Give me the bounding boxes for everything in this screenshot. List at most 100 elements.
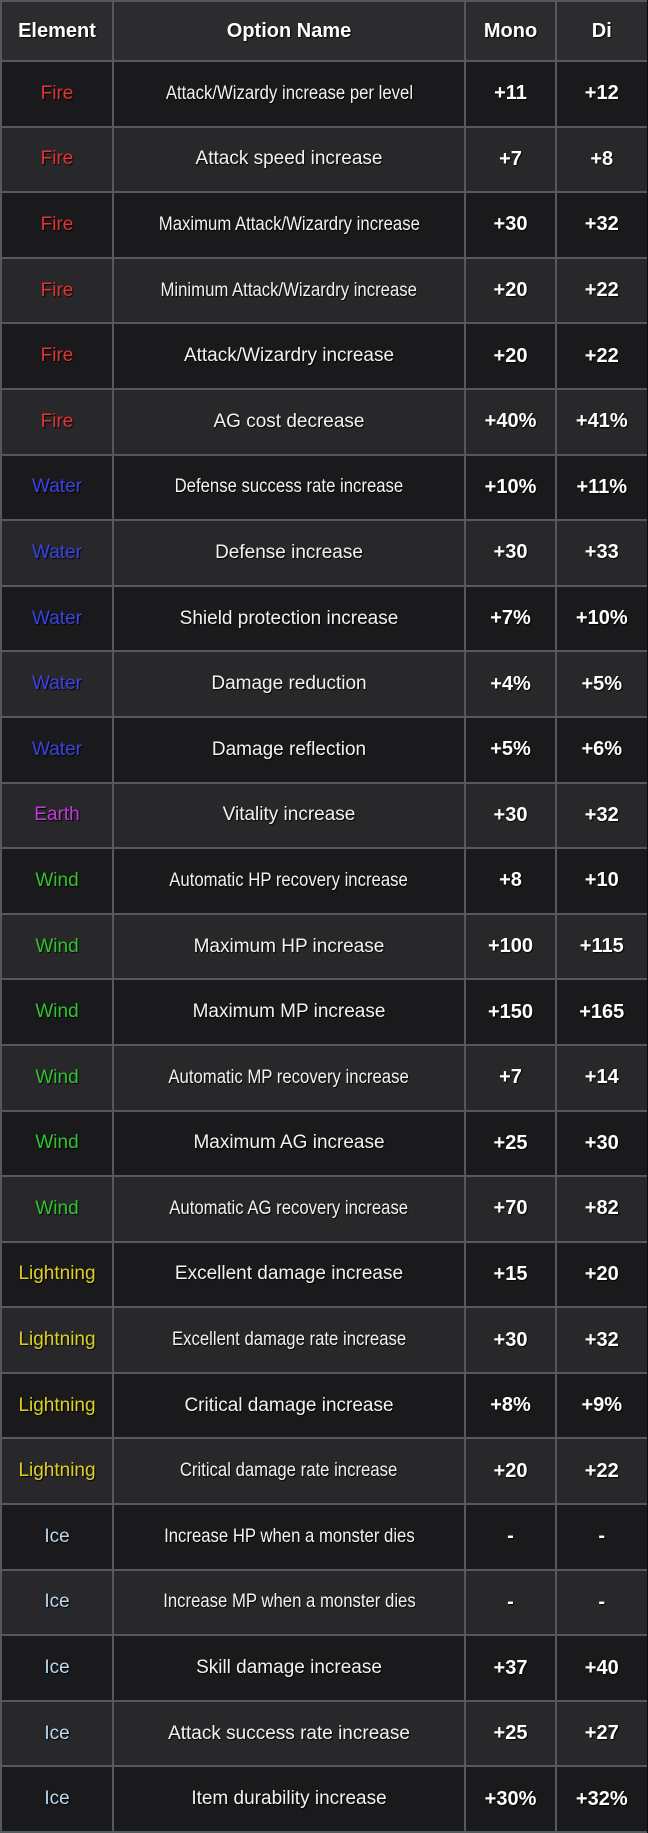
- option-name-cell-text: Attack/Wizardry increase: [183, 345, 395, 367]
- mono-value-cell: +30%: [464, 1765, 557, 1833]
- di-value-cell: +20: [555, 1240, 648, 1309]
- di-value-cell: +11%: [555, 453, 648, 522]
- table-row: Earth Vitality increase +30 +32: [0, 781, 648, 850]
- di-value-cell: +32: [555, 191, 648, 259]
- option-name-cell-text: Maximum MP increase: [192, 1001, 386, 1023]
- di-value-cell-text: +32: [584, 803, 619, 826]
- di-value-cell-text: +22: [584, 279, 619, 302]
- option-name-cell: Vitality increase: [112, 781, 466, 850]
- table-row: Fire Attack/Wizardy increase per level +11…: [0, 60, 648, 128]
- element-cell: Ice: [0, 1568, 114, 1637]
- element-cell-text: Ice: [44, 1657, 70, 1679]
- option-name-cell: Shield protection increase: [112, 584, 466, 653]
- mono-value-cell-text: +25: [493, 1722, 528, 1745]
- mono-value-cell: +7: [464, 1043, 557, 1112]
- element-cell-text: Lightning: [18, 1394, 96, 1416]
- di-value-cell: +40: [555, 1634, 648, 1702]
- element-cell-text: Fire: [40, 213, 74, 235]
- di-value-cell-text: +40: [584, 1656, 619, 1679]
- option-name-cell-text: Attack success rate increase: [168, 1722, 410, 1744]
- header-row: Element Option Name Mono Di: [0, 0, 648, 62]
- option-name-cell-text: Defense success rate increase: [174, 476, 404, 498]
- option-name-cell: Attack success rate increase: [112, 1699, 466, 1768]
- element-cell: Wind: [0, 912, 114, 981]
- column-header-di: Di: [555, 0, 648, 62]
- option-name-cell: Maximum AG increase: [112, 1109, 466, 1178]
- mono-value-cell-text: +15: [493, 1262, 528, 1285]
- option-name-cell-text: Automatic HP recovery increase: [169, 869, 409, 891]
- option-name-cell-text: Excellent damage increase: [174, 1263, 404, 1285]
- mono-value-cell-text: +100: [487, 935, 534, 958]
- element-cell: Water: [0, 715, 114, 784]
- di-value-cell-text: +41%: [575, 410, 628, 433]
- element-cell-text: Fire: [40, 82, 74, 104]
- mono-value-cell-text: +37: [493, 1656, 528, 1679]
- option-name-cell-text: Attack/Wizardy increase per level: [165, 82, 413, 104]
- option-name-cell-text: Shield protection increase: [179, 607, 399, 629]
- option-name-cell: Maximum Attack/Wizardry increase: [112, 191, 466, 259]
- mono-value-cell: +8: [464, 847, 557, 915]
- element-cell: Fire: [0, 256, 114, 325]
- mono-value-cell-text: +11: [494, 82, 527, 105]
- di-value-cell: +10%: [555, 584, 648, 653]
- element-cell: Ice: [0, 1503, 114, 1571]
- mono-value-cell-text: +25: [493, 1131, 528, 1154]
- element-cell-text: Wind: [35, 935, 79, 957]
- element-cell: Ice: [0, 1765, 114, 1833]
- option-name-cell: Automatic HP recovery increase: [112, 847, 466, 915]
- mono-value-cell-text: +30%: [484, 1787, 537, 1810]
- di-value-cell: +10: [555, 847, 648, 915]
- table-header: Element Option Name Mono Di: [0, 0, 648, 62]
- di-value-cell-text: +22: [584, 344, 619, 367]
- table-row: Ice Increase HP when a monster dies - -: [0, 1503, 648, 1571]
- di-value-cell-text: +14: [584, 1066, 619, 1089]
- table-row: Fire Attack/Wizardry increase +20 +22: [0, 322, 648, 390]
- element-cell: Lightning: [0, 1371, 114, 1440]
- mono-value-cell-text: +7%: [490, 607, 531, 630]
- di-value-cell: +6%: [555, 715, 648, 784]
- mono-value-cell: +30: [464, 1306, 557, 1374]
- column-header-mono: Mono: [464, 0, 557, 62]
- mono-value-cell-text: +30: [493, 803, 528, 826]
- element-cell: Fire: [0, 322, 114, 390]
- di-value-cell: +27: [555, 1699, 648, 1768]
- element-cell: Ice: [0, 1699, 114, 1768]
- option-name-cell-text: Critical damage rate increase: [180, 1460, 398, 1482]
- element-cell-text: Fire: [40, 279, 74, 301]
- mono-value-cell-text: +70: [493, 1197, 528, 1220]
- option-name-cell: Attack speed increase: [112, 125, 466, 194]
- di-value-cell-text: +32: [584, 213, 619, 236]
- option-name-cell-text: Increase HP when a monster dies: [163, 1525, 415, 1547]
- column-header-option-name: Option Name: [112, 0, 466, 62]
- option-name-cell: Critical damage rate increase: [112, 1437, 466, 1506]
- element-cell: Earth: [0, 781, 114, 850]
- table-row: Fire Attack speed increase +7 +8: [0, 125, 648, 194]
- option-name-cell-text: Increase MP when a monster dies: [162, 1591, 416, 1613]
- option-name-cell: Maximum HP increase: [112, 912, 466, 981]
- element-cell: Water: [0, 650, 114, 718]
- table-row: Ice Increase MP when a monster dies - -: [0, 1568, 648, 1637]
- element-cell: Fire: [0, 191, 114, 259]
- option-name-cell: Attack/Wizardy increase per level: [112, 60, 466, 128]
- di-value-cell: -: [555, 1503, 648, 1571]
- element-cell: Water: [0, 584, 114, 653]
- mono-value-cell: +11: [464, 60, 557, 128]
- mono-value-cell: +150: [464, 978, 557, 1046]
- option-name-cell: Defense increase: [112, 519, 466, 587]
- di-value-cell-text: +5%: [581, 672, 623, 695]
- mono-value-cell-text: +8: [499, 869, 522, 892]
- di-value-cell-text: +115: [579, 935, 624, 958]
- mono-value-cell-text: +7: [499, 147, 522, 170]
- mono-value-cell-text: +5%: [490, 738, 531, 761]
- option-name-cell: Excellent damage increase: [112, 1240, 466, 1309]
- option-name-cell: Attack/Wizardry increase: [112, 322, 466, 390]
- mono-value-cell-text: +30: [493, 541, 528, 564]
- option-name-cell-text: Damage reflection: [211, 738, 367, 760]
- table-row: Wind Automatic HP recovery increase +8 +10: [0, 847, 648, 915]
- option-name-cell: Critical damage increase: [112, 1371, 466, 1440]
- mono-value-cell: -: [464, 1503, 557, 1571]
- element-cell-text: Ice: [44, 1788, 70, 1810]
- element-cell: Fire: [0, 387, 114, 456]
- element-cell-text: Wind: [35, 1066, 79, 1088]
- mono-value-cell: +20: [464, 1437, 557, 1506]
